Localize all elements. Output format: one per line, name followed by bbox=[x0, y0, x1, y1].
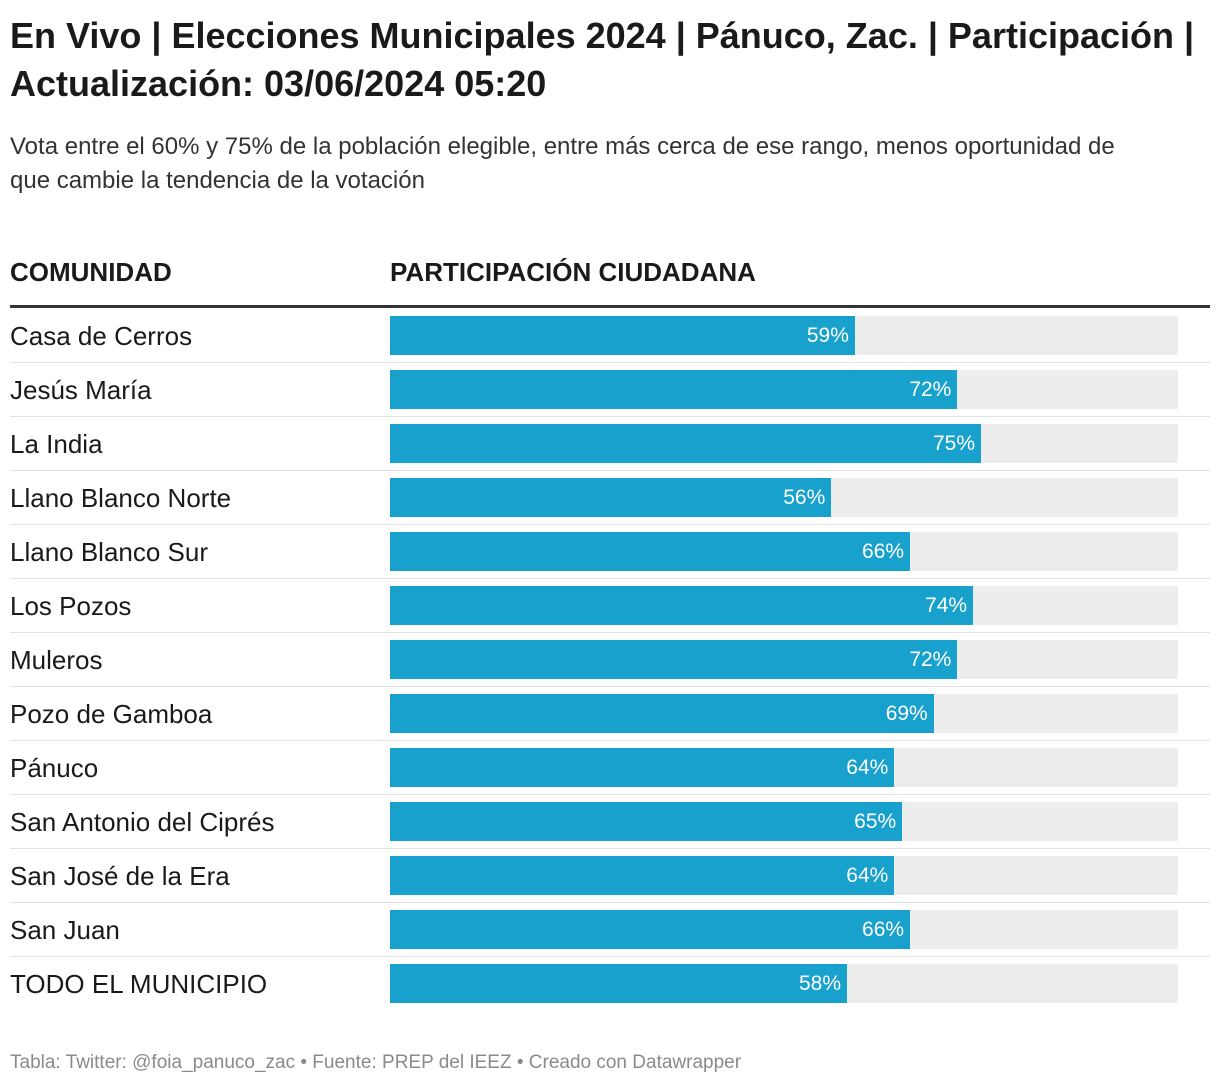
footer-credits: Tabla: Twitter: @foia_panuco_zac • Fuent… bbox=[10, 1052, 742, 1073]
bar-value-label: 66% bbox=[862, 540, 905, 563]
bar-value-label: 69% bbox=[885, 702, 928, 725]
table-row: Llano Blanco Norte 56% bbox=[10, 471, 1210, 525]
bar-value-label: 64% bbox=[846, 864, 889, 887]
header-divider bbox=[10, 305, 1210, 308]
table-row: Pánuco 64% bbox=[10, 741, 1210, 795]
bar-track: 58% bbox=[390, 964, 1178, 1003]
participation-bar: 58% bbox=[390, 964, 848, 1003]
community-label: San Antonio del Ciprés bbox=[10, 807, 275, 837]
participation-bar: 74% bbox=[390, 586, 974, 625]
community-label: Los Pozos bbox=[10, 591, 132, 621]
community-label: Llano Blanco Sur bbox=[10, 537, 209, 567]
table-row: Llano Blanco Sur 66% bbox=[10, 525, 1210, 579]
community-label: San Juan bbox=[10, 915, 120, 945]
table-row: San Juan 66% bbox=[10, 903, 1210, 957]
participation-bar: 56% bbox=[390, 478, 832, 517]
participation-bar: 69% bbox=[390, 694, 934, 733]
participation-bar: 64% bbox=[390, 856, 895, 895]
column-header-participacion[interactable]: PARTICIPACIÓN CIUDADANA bbox=[390, 257, 756, 287]
bar-value-label: 56% bbox=[783, 486, 826, 509]
participation-bar: 66% bbox=[390, 532, 911, 571]
bar-track: 72% bbox=[390, 370, 1178, 409]
bar-track: 66% bbox=[390, 910, 1178, 949]
table-row: Jesús María 72% bbox=[10, 363, 1210, 417]
community-label: Muleros bbox=[10, 645, 103, 675]
bar-track: 65% bbox=[390, 802, 1178, 841]
column-header-comunidad[interactable]: COMUNIDAD bbox=[10, 257, 172, 287]
bar-track: 64% bbox=[390, 856, 1178, 895]
bar-track: 64% bbox=[390, 748, 1178, 787]
participation-bar: 64% bbox=[390, 748, 895, 787]
bar-value-label: 64% bbox=[846, 756, 889, 779]
bar-track: 59% bbox=[390, 316, 1178, 355]
community-label: Casa de Cerros bbox=[10, 321, 193, 351]
table-body: Casa de Cerros 59% Jesús María 72% La India 7… bbox=[10, 309, 1210, 1011]
table-row: Los Pozos 74% bbox=[10, 579, 1210, 633]
bar-track: 69% bbox=[390, 694, 1178, 733]
table-header: COMUNIDAD PARTICIPACIÓN CIUDADANA bbox=[10, 253, 1210, 293]
bar-value-label: 74% bbox=[925, 594, 968, 617]
participation-bar: 72% bbox=[390, 640, 958, 679]
bar-track: 72% bbox=[390, 640, 1178, 679]
bar-track: 66% bbox=[390, 532, 1178, 571]
table-row: La India 75% bbox=[10, 417, 1210, 471]
chart-subtitle: Vota entre el 60% y 75% de la población … bbox=[10, 133, 1115, 194]
table-row: Pozo de Gamboa 69% bbox=[10, 687, 1210, 741]
bar-value-label: 59% bbox=[806, 324, 849, 347]
bar-value-label: 58% bbox=[799, 972, 842, 995]
table-row: San Antonio del Ciprés 65% bbox=[10, 795, 1210, 849]
bar-value-label: 65% bbox=[854, 810, 897, 833]
bar-value-label: 72% bbox=[909, 378, 952, 401]
participation-bar: 72% bbox=[390, 370, 958, 409]
bar-value-label: 72% bbox=[909, 648, 952, 671]
bar-track: 75% bbox=[390, 424, 1178, 463]
bar-value-label: 66% bbox=[862, 918, 905, 941]
community-label: Pánuco bbox=[10, 753, 99, 783]
community-label: TODO EL MUNICIPIO bbox=[10, 969, 268, 999]
community-label: Jesús María bbox=[10, 375, 152, 405]
community-label: Pozo de Gamboa bbox=[10, 699, 213, 729]
table-row: San José de la Era 64% bbox=[10, 849, 1210, 903]
participation-bar: 65% bbox=[390, 802, 903, 841]
participation-bar: 59% bbox=[390, 316, 855, 355]
participation-bar: 66% bbox=[390, 910, 911, 949]
chart-title: En Vivo | Elecciones Municipales 2024 | … bbox=[10, 15, 1195, 104]
bar-track: 56% bbox=[390, 478, 1178, 517]
table-row: TODO EL MUNICIPIO 58% bbox=[10, 957, 1210, 1011]
bar-track: 74% bbox=[390, 586, 1178, 625]
bar-value-label: 75% bbox=[932, 432, 975, 455]
community-label: San José de la Era bbox=[10, 861, 230, 891]
table-row: Casa de Cerros 59% bbox=[10, 309, 1210, 363]
community-label: Llano Blanco Norte bbox=[10, 483, 232, 513]
participation-bar: 75% bbox=[390, 424, 981, 463]
community-label: La India bbox=[10, 429, 103, 459]
table-row: Muleros 72% bbox=[10, 633, 1210, 687]
